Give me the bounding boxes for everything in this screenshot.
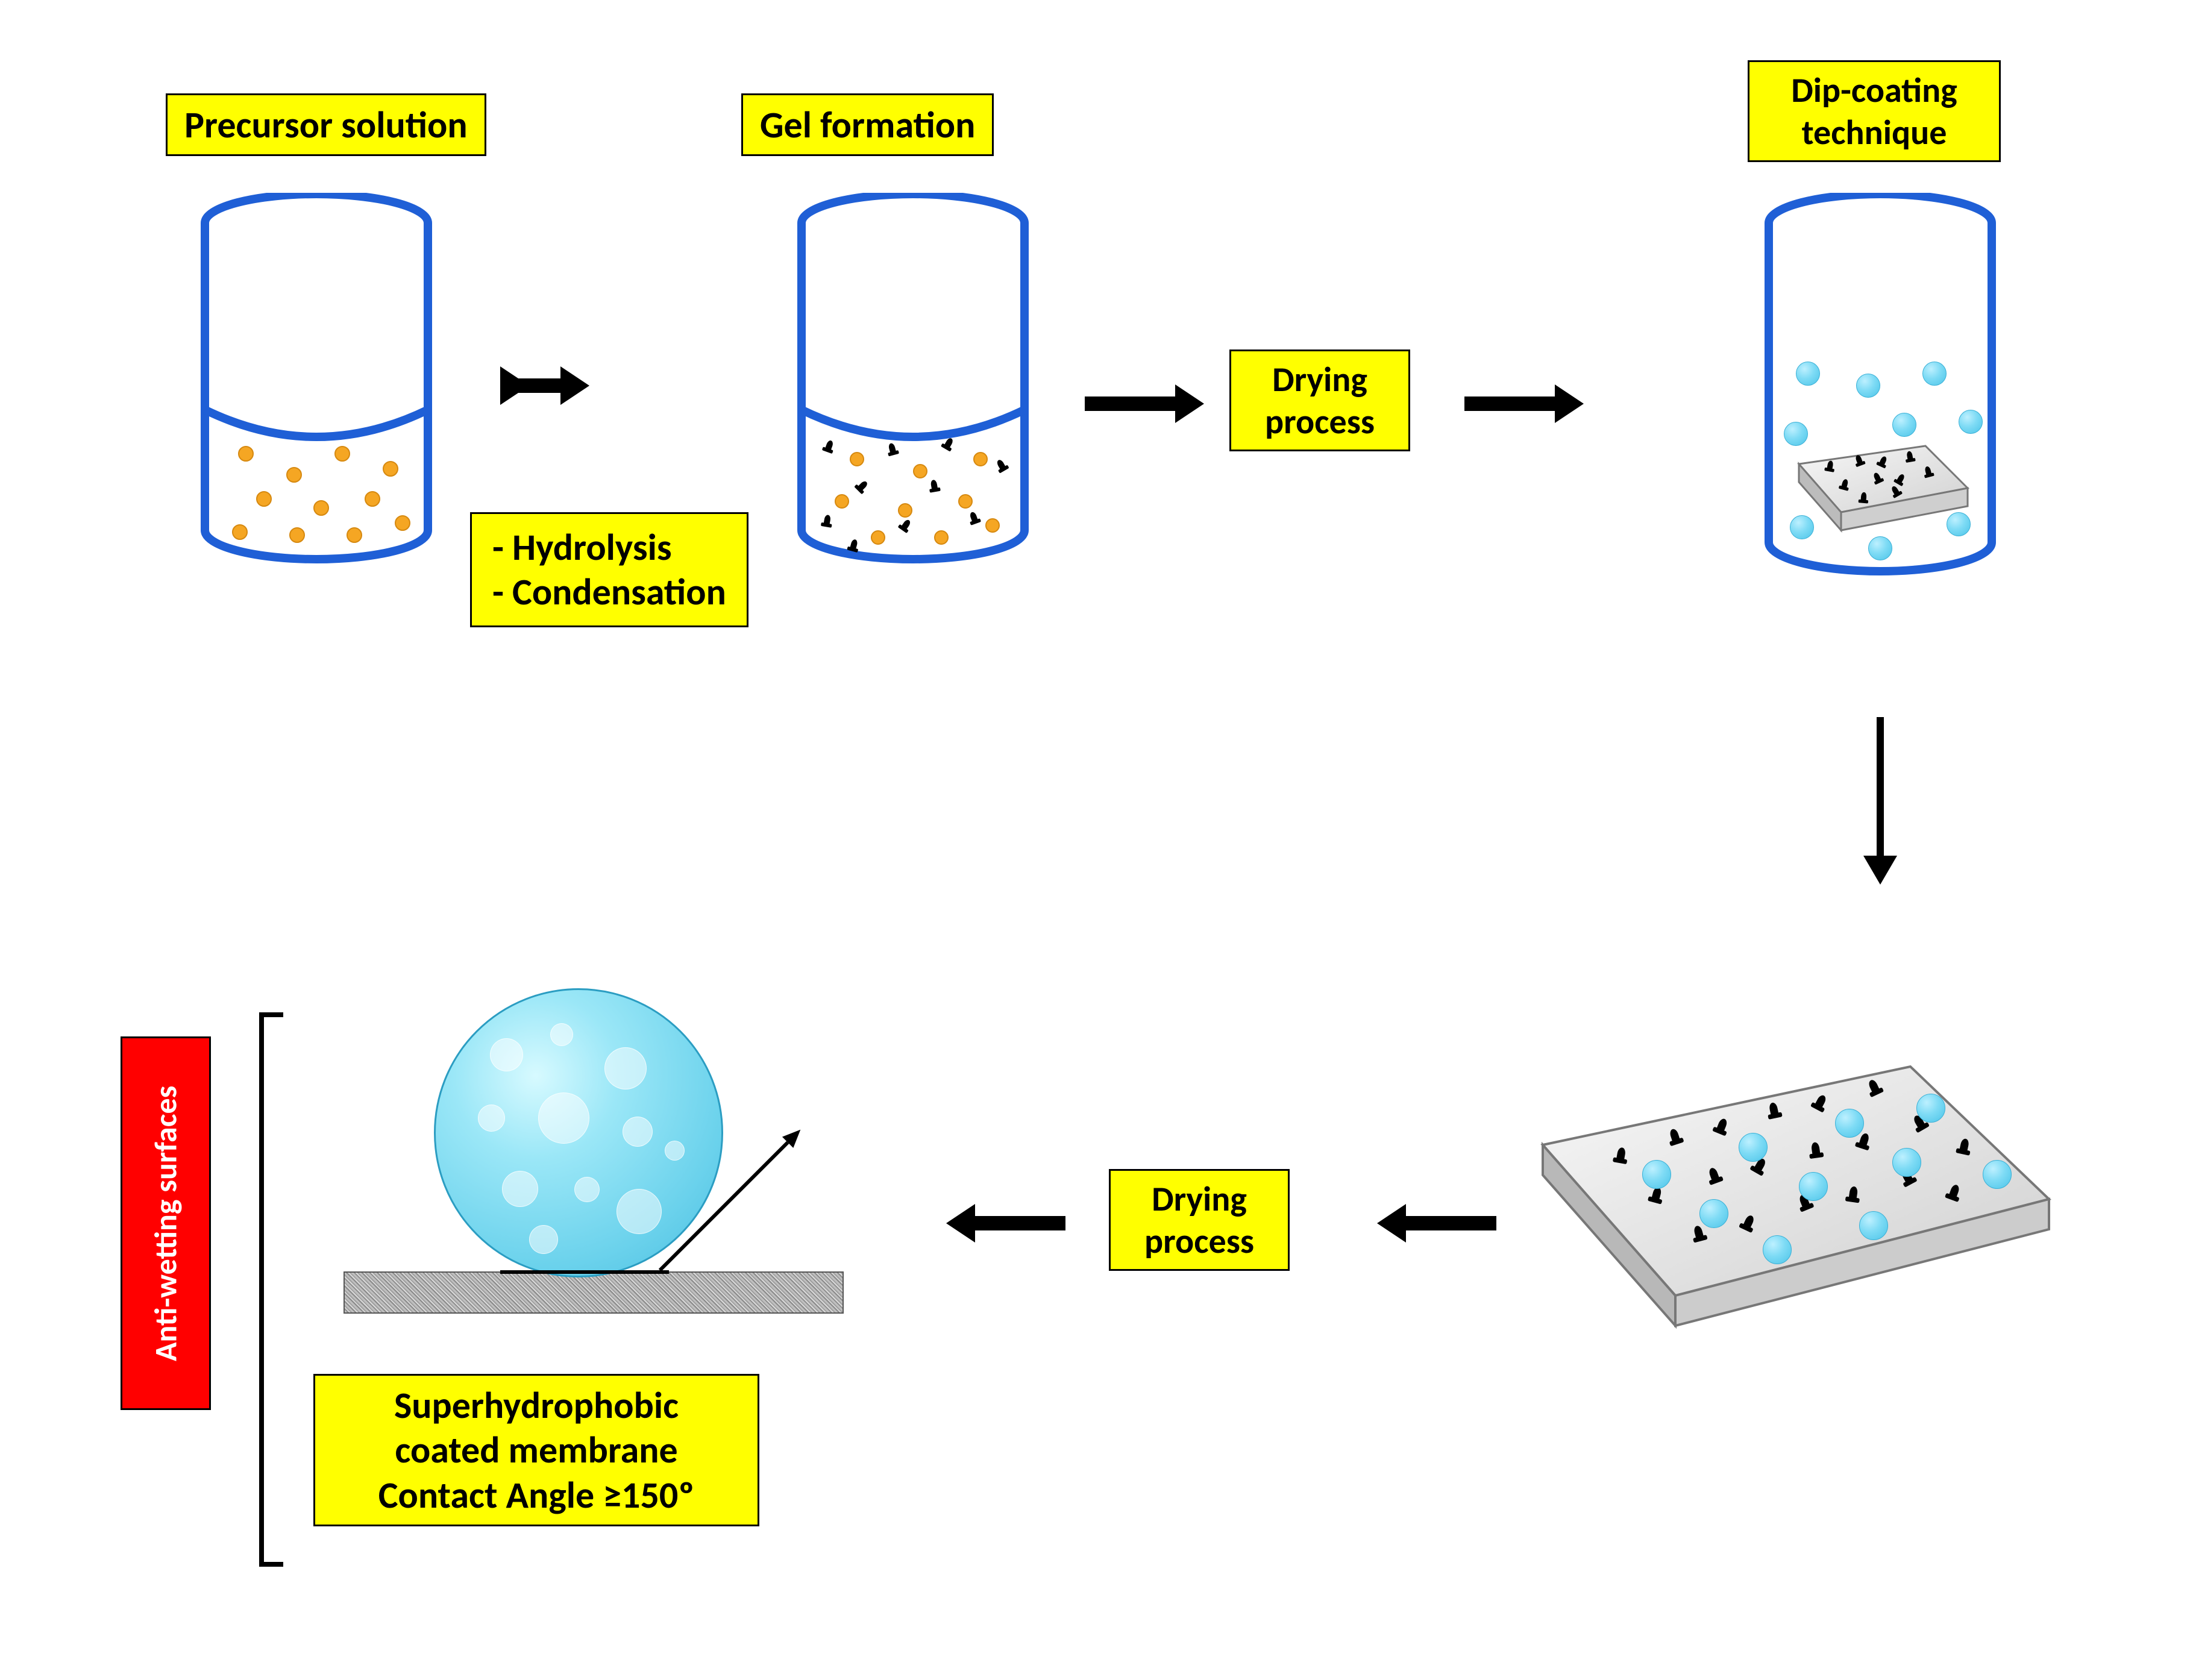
beaker-gel	[792, 193, 1034, 566]
orange-dot	[289, 527, 305, 543]
antiwetting-text: Anti-wetting surfaces	[148, 1085, 183, 1361]
orange-dot	[913, 464, 927, 478]
cyan-dot	[1892, 413, 1916, 437]
arrow-shaft	[975, 1216, 1065, 1230]
cyan-dot	[1916, 1094, 1945, 1123]
arrow-head	[1555, 384, 1584, 423]
bubble	[574, 1177, 600, 1202]
cyan-dot	[1642, 1160, 1671, 1189]
cyan-dot	[1959, 410, 1983, 434]
orange-dot	[232, 524, 248, 540]
bubble	[617, 1189, 662, 1234]
dip-slab	[1793, 434, 1974, 518]
cyan-dot	[1983, 1160, 2012, 1189]
bubble	[502, 1171, 538, 1207]
bubble	[478, 1105, 505, 1132]
condensation-text: - Condensation	[492, 569, 726, 615]
orange-dot	[958, 494, 973, 509]
orange-dot	[238, 446, 254, 462]
cyan-dot	[1799, 1172, 1828, 1201]
bracket	[259, 1012, 264, 1567]
orange-dot	[934, 530, 949, 545]
arrow-shaft	[1877, 717, 1884, 856]
arrow-head	[1863, 856, 1897, 885]
cyan-dot	[1784, 422, 1808, 446]
arrow-shaft	[1406, 1216, 1496, 1230]
slab-svg-coated	[1525, 1042, 2067, 1344]
arrow-shaft	[1464, 396, 1555, 411]
arrow-head	[1175, 384, 1204, 423]
result-label: Superhydrophobic coated membrane Contact…	[313, 1374, 759, 1526]
orange-dot	[286, 467, 302, 483]
bubble	[550, 1023, 573, 1046]
arrow-shaft	[1085, 396, 1175, 411]
cyan-dot	[1868, 536, 1892, 560]
antiwetting-label: Anti-wetting surfaces	[121, 1036, 211, 1410]
bubble	[529, 1225, 558, 1254]
coated-slab	[1525, 1042, 2067, 1344]
bubble	[623, 1117, 653, 1147]
orange-dot	[973, 452, 988, 466]
result-l1: Superhydrophobic	[394, 1382, 679, 1428]
bubble	[538, 1092, 589, 1144]
orange-dot	[898, 503, 912, 518]
dip-text: Dip-coating technique	[1791, 69, 1957, 154]
orange-dot	[383, 461, 398, 477]
cyan-dot	[1739, 1133, 1768, 1162]
cyan-dot	[1859, 1211, 1888, 1240]
arrow-head	[560, 366, 589, 405]
dip-label: Dip-coating technique	[1748, 60, 2001, 162]
result-droplet	[434, 988, 723, 1277]
orange-dot	[850, 452, 864, 466]
cyan-dot	[1922, 362, 1947, 386]
drying2-text: Drying process	[1144, 1177, 1254, 1262]
arrow-head	[946, 1204, 975, 1243]
arrow-head	[1377, 1204, 1406, 1243]
orange-dot	[871, 530, 885, 545]
bubble	[665, 1141, 685, 1161]
cyan-dot	[1835, 1109, 1864, 1138]
gel-text: Gel formation	[760, 102, 975, 148]
drying2-label: Drying process	[1109, 1169, 1290, 1271]
result-l2: coated membrane	[395, 1427, 677, 1473]
cyan-dot	[1763, 1235, 1792, 1264]
orange-dot	[395, 515, 410, 531]
result-substrate	[344, 1271, 844, 1314]
beaker-svg-2	[792, 193, 1034, 566]
orange-dot	[985, 518, 1000, 533]
result-l3: Contact Angle ≥150º	[378, 1472, 695, 1518]
cyan-dot	[1947, 512, 1971, 536]
gel-label: Gel formation	[741, 93, 994, 156]
bubble	[604, 1047, 647, 1089]
orange-dot	[365, 491, 380, 507]
beaker-precursor	[196, 193, 437, 566]
reactions-label: - Hydrolysis - Condensation	[470, 512, 748, 627]
orange-dot	[347, 527, 362, 543]
orange-dot	[835, 494, 849, 509]
orange-dot	[334, 446, 350, 462]
orange-dot	[256, 491, 272, 507]
cyan-dot	[1796, 362, 1820, 386]
cyan-dot	[1856, 374, 1880, 398]
beaker-dipcoating	[1760, 193, 2001, 578]
drying1-text: Drying process	[1265, 358, 1375, 443]
cyan-dot	[1892, 1148, 1921, 1177]
precursor-text: Precursor solution	[184, 102, 468, 148]
cyan-dot	[1699, 1199, 1728, 1228]
angle-base	[500, 1270, 669, 1274]
precursor-label: Precursor solution	[166, 93, 486, 156]
bubble	[490, 1038, 523, 1071]
cyan-dot	[1790, 515, 1814, 539]
hydrolysis-text: - Hydrolysis	[492, 524, 672, 570]
drying1-label: Drying process	[1229, 349, 1410, 451]
arrow-shaft	[500, 378, 560, 393]
orange-dot	[313, 500, 329, 516]
